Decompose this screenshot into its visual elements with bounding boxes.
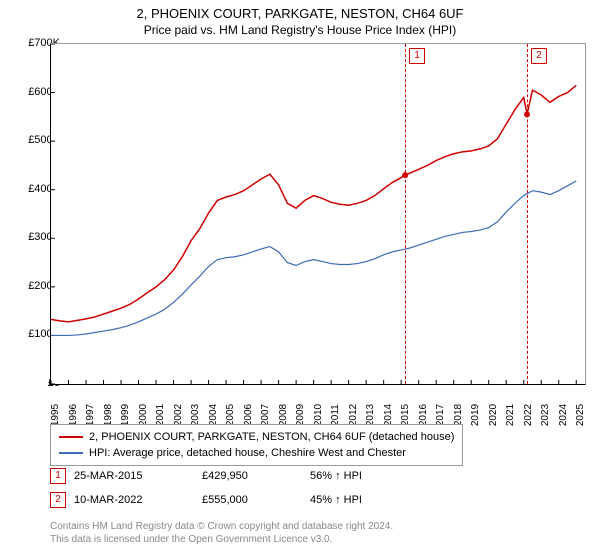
x-tick-label: 2009 [295,404,306,426]
x-tick-label: 2024 [558,404,569,426]
x-tick-label: 2013 [365,404,376,426]
x-tick-label: 2020 [488,404,499,426]
sale-pct-2: 45% ↑ HPI [310,494,430,506]
x-tick-label: 2025 [575,404,586,426]
x-tick-label: 2007 [260,404,271,426]
x-tick-label: 2010 [313,404,324,426]
sale-date-2: 10-MAR-2022 [74,494,194,506]
x-tick-label: 2000 [138,404,149,426]
legend-label: HPI: Average price, detached house, Ches… [89,445,406,461]
chart-plot-area: 12 [50,43,586,385]
x-tick-label: 2001 [155,404,166,426]
sale-vline [405,44,406,384]
x-tick-label: 1995 [50,404,61,426]
sale-row-1: 1 25-MAR-2015 £429,950 56% ↑ HPI [50,468,430,484]
chart-title-line2: Price paid vs. HM Land Registry's House … [0,21,600,41]
x-tick-label: 2011 [330,404,341,426]
x-tick-label: 2019 [470,404,481,426]
x-tick-label: 2021 [505,404,516,426]
sale-price-1: £429,950 [202,470,302,482]
series-line-hpi [51,181,576,335]
series-line-property [51,85,576,322]
x-tick-label: 2016 [418,404,429,426]
x-tick-label: 1996 [68,404,79,426]
legend-row: 2, PHOENIX COURT, PARKGATE, NESTON, CH64… [59,429,454,445]
chart-container: 2, PHOENIX COURT, PARKGATE, NESTON, CH64… [0,0,600,560]
x-tick-label: 2015 [400,404,411,426]
x-tick-label: 2018 [453,404,464,426]
x-tick-label: 2022 [523,404,534,426]
x-tick-label: 2006 [243,404,254,426]
x-tick-label: 2023 [540,404,551,426]
x-tick-label: 2003 [190,404,201,426]
x-tick-label: 2017 [435,404,446,426]
x-tick-label: 2005 [225,404,236,426]
chart-title-line1: 2, PHOENIX COURT, PARKGATE, NESTON, CH64… [0,0,600,21]
footer-line1: Contains HM Land Registry data © Crown c… [50,520,393,533]
sale-vline [527,44,528,384]
sale-badge-2: 2 [50,492,66,508]
x-tick-label: 1998 [103,404,114,426]
sale-pct-1: 56% ↑ HPI [310,470,430,482]
sale-vline-badge: 1 [409,48,425,64]
legend-row: HPI: Average price, detached house, Ches… [59,445,454,461]
x-tick-label: 2012 [348,404,359,426]
x-tick-label: 1997 [85,404,96,426]
sale-badge-1: 1 [50,468,66,484]
x-tick-label: 1999 [120,404,131,426]
x-axis-ticks: 1995199619971998199920002001200220032004… [50,383,584,419]
x-tick-label: 2014 [383,404,394,426]
sale-date-1: 25-MAR-2015 [74,470,194,482]
footer-text: Contains HM Land Registry data © Crown c… [50,520,393,546]
x-tick-label: 2002 [173,404,184,426]
legend-swatch [59,452,83,454]
sale-price-2: £555,000 [202,494,302,506]
footer-line2: This data is licensed under the Open Gov… [50,533,393,546]
legend-swatch [59,436,83,438]
sale-row-2: 2 10-MAR-2022 £555,000 45% ↑ HPI [50,492,430,508]
legend-label: 2, PHOENIX COURT, PARKGATE, NESTON, CH64… [89,429,454,445]
x-tick-label: 2004 [208,404,219,426]
x-tick-label: 2008 [278,404,289,426]
legend-box: 2, PHOENIX COURT, PARKGATE, NESTON, CH64… [50,424,463,466]
sale-vline-badge: 2 [531,48,547,64]
line-plot-svg [51,44,585,384]
